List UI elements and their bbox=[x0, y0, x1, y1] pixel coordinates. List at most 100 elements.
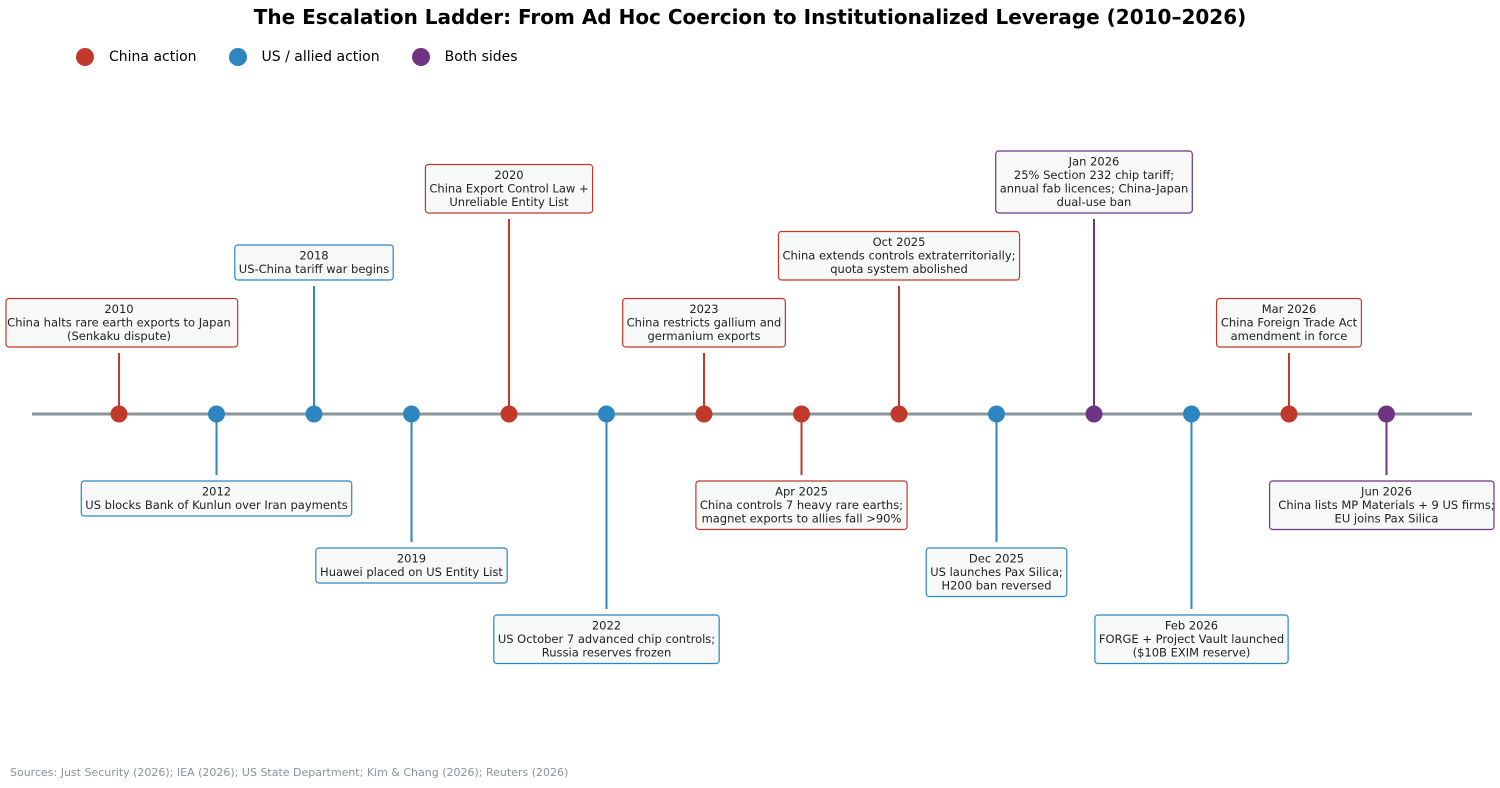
event-description-line: dual-use ban bbox=[1057, 195, 1132, 209]
event-jan-2026: Jan 2026 25% Section 232 chip tariff; annu… bbox=[995, 150, 1193, 423]
event-date: 2010 bbox=[104, 302, 133, 316]
event-description-line: 25% Section 232 chip tariff; bbox=[1014, 168, 1174, 182]
event-marker-2022 bbox=[598, 405, 615, 423]
event-mar-2026: Mar 2026 China Foreign Trade Act amendment… bbox=[1215, 297, 1363, 423]
event-label: 2018 US-China tariff war begins bbox=[239, 249, 389, 277]
event-description-line: annual fab licences; China-Japan bbox=[1000, 182, 1189, 196]
event-date: 2019 bbox=[397, 552, 426, 566]
event-box bbox=[1094, 614, 1289, 665]
event-description-line: quota system abolished bbox=[830, 262, 968, 276]
event-date: 2022 bbox=[592, 619, 621, 633]
event-description-line: amendment in force bbox=[1231, 329, 1348, 343]
event-2012: 2012 US blocks Bank of Kunlun over Iran p… bbox=[80, 405, 353, 517]
event-label: Jan 2026 25% Section 232 chip tariff; annu… bbox=[1000, 155, 1189, 210]
event-oct-2025: Oct 2025 China extends controls extraterr… bbox=[777, 230, 1021, 423]
event-date: 2018 bbox=[299, 249, 328, 263]
event-2022: 2022 US October 7 advanced chip controls;… bbox=[493, 405, 720, 665]
event-box bbox=[777, 230, 1021, 281]
timeline-events: 2010 China halts rare earth exports to Ja… bbox=[5, 150, 1495, 665]
event-label: Jun 2026 China lists MP Materials + 9 US … bbox=[1278, 485, 1494, 526]
event-box bbox=[925, 547, 1068, 598]
event-marker-2012 bbox=[208, 405, 225, 423]
event-description-line: China halts rare earth exports to Japan bbox=[7, 316, 231, 330]
chart-title: The Escalation Ladder: From Ad Hoc Coerc… bbox=[253, 5, 1247, 29]
event-date: Feb 2026 bbox=[1165, 619, 1218, 633]
event-description-line: US launches Pax Silica; bbox=[930, 565, 1063, 579]
event-box bbox=[695, 480, 908, 531]
event-marker-2018 bbox=[305, 405, 323, 423]
event-jun-2026: Jun 2026 China lists MP Materials + 9 US … bbox=[1268, 405, 1495, 531]
legend-label-both: Both sides bbox=[444, 49, 518, 65]
event-box bbox=[995, 150, 1193, 214]
legend-item-us: US / allied action bbox=[228, 48, 380, 66]
event-2019: 2019 Huawei placed on US Entity List bbox=[315, 405, 508, 584]
event-marker-apr-2025 bbox=[793, 405, 810, 423]
event-description-line: US blocks Bank of Kunlun over Iran payme… bbox=[85, 498, 347, 512]
event-label: 2022 US October 7 advanced chip controls;… bbox=[498, 619, 715, 660]
event-label: 2010 China halts rare earth exports to Ja… bbox=[7, 302, 231, 343]
event-description-line: China restricts gallium and bbox=[627, 316, 782, 330]
event-2020: 2020 China Export Control Law + Unreliable… bbox=[424, 163, 594, 423]
event-date: Mar 2026 bbox=[1262, 302, 1317, 316]
event-marker-mar-2026 bbox=[1280, 405, 1298, 423]
event-description-line: germanium exports bbox=[647, 329, 760, 343]
event-marker-2020 bbox=[500, 405, 518, 423]
event-description-line: magnet exports to allies fall >90% bbox=[702, 512, 902, 526]
event-date: 2020 bbox=[494, 168, 523, 182]
event-marker-2010 bbox=[110, 405, 128, 423]
event-label: Apr 2025 China controls 7 heavy rare eart… bbox=[700, 485, 903, 526]
event-description-line: US October 7 advanced chip controls; bbox=[498, 632, 715, 646]
event-description-line: Huawei placed on US Entity List bbox=[320, 565, 503, 579]
legend-item-china: China action bbox=[76, 48, 197, 66]
event-date: 2012 bbox=[202, 485, 231, 499]
event-description-line: Russia reserves frozen bbox=[542, 646, 671, 660]
event-box bbox=[1268, 480, 1495, 531]
event-marker-jun-2026 bbox=[1378, 405, 1395, 423]
legend-label-china: China action bbox=[109, 49, 197, 65]
event-label: 2020 China Export Control Law + Unreliable… bbox=[429, 168, 588, 209]
event-date: Jan 2026 bbox=[1068, 155, 1120, 169]
event-marker-2019 bbox=[403, 405, 420, 423]
legend-marker-china bbox=[76, 48, 94, 66]
event-label: 2012 US blocks Bank of Kunlun over Iran p… bbox=[85, 485, 347, 513]
event-box bbox=[315, 547, 508, 584]
legend-label-us: US / allied action bbox=[261, 49, 380, 65]
event-marker-dec-2025 bbox=[988, 405, 1005, 423]
event-box bbox=[234, 244, 394, 281]
legend-item-both: Both sides bbox=[411, 48, 518, 66]
event-label: 2019 Huawei placed on US Entity List bbox=[320, 552, 503, 580]
event-description-line: (Senkaku dispute) bbox=[67, 329, 171, 343]
event-2010: 2010 China halts rare earth exports to Ja… bbox=[5, 297, 239, 423]
event-label: 2023 China restricts gallium and germanium… bbox=[627, 302, 782, 343]
event-box bbox=[80, 480, 353, 517]
event-marker-feb-2026 bbox=[1183, 405, 1200, 423]
event-label: Feb 2026 FORGE + Project Vault launched ($… bbox=[1099, 619, 1284, 660]
legend: China action US / allied action Both sid… bbox=[76, 48, 550, 66]
event-label: Dec 2025 US launches Pax Silica; H200 ban … bbox=[930, 552, 1063, 593]
event-marker-2023 bbox=[695, 405, 713, 423]
event-description-line: China Foreign Trade Act bbox=[1221, 316, 1358, 330]
event-description-line: China controls 7 heavy rare earths; bbox=[700, 498, 903, 512]
event-box bbox=[493, 614, 720, 665]
event-description-line: Unreliable Entity List bbox=[449, 195, 569, 209]
event-box bbox=[5, 297, 239, 348]
event-description-line: US-China tariff war begins bbox=[239, 262, 389, 276]
event-box bbox=[622, 297, 786, 348]
event-label: Mar 2026 China Foreign Trade Act amendment… bbox=[1221, 302, 1358, 343]
event-description-line: ($10B EXIM reserve) bbox=[1133, 646, 1251, 660]
event-apr-2025: Apr 2025 China controls 7 heavy rare eart… bbox=[695, 405, 908, 531]
event-label: Oct 2025 China extends controls extraterr… bbox=[782, 235, 1015, 276]
event-description-line: China lists MP Materials + 9 US firms; bbox=[1278, 498, 1494, 512]
event-2018: 2018 US-China tariff war begins bbox=[234, 244, 394, 423]
legend-marker-both bbox=[411, 48, 430, 66]
event-dec-2025: Dec 2025 US launches Pax Silica; H200 ban … bbox=[925, 405, 1068, 598]
legend-marker-us bbox=[228, 48, 247, 66]
source-note: Sources: Just Security (2026); IEA (2026… bbox=[10, 766, 569, 779]
event-box bbox=[1215, 297, 1363, 348]
event-marker-oct-2025 bbox=[890, 405, 908, 423]
event-date: 2023 bbox=[689, 302, 718, 316]
event-description-line: FORGE + Project Vault launched bbox=[1099, 632, 1284, 646]
event-date: Apr 2025 bbox=[775, 485, 828, 499]
event-marker-jan-2026 bbox=[1085, 405, 1103, 423]
